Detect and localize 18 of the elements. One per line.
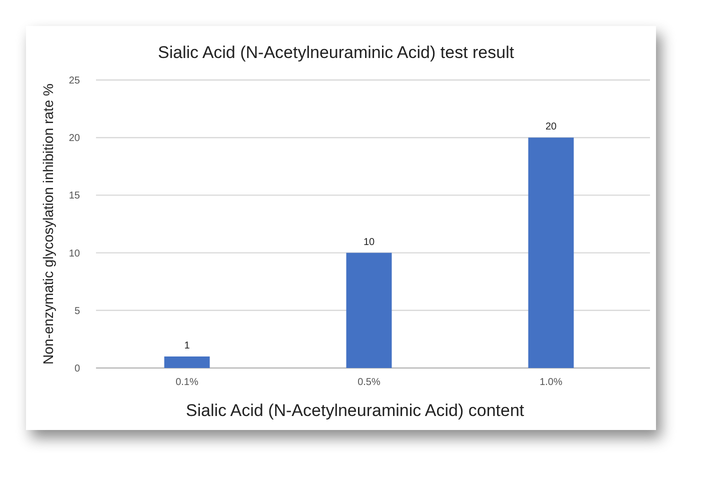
y-tick-label: 5 [74,306,80,317]
x-tick-label: 0.5% [358,377,381,388]
bar [164,356,210,368]
y-tick-label: 0 [74,364,80,374]
data-label: 10 [363,236,375,248]
x-tick-label: 0.1% [176,377,199,388]
x-axis-title: Sialic Acid (N-Acetylneuraminic Acid) content [186,401,524,420]
y-tick-label: 15 [68,190,80,202]
y-tick-label: 10 [68,248,80,260]
bar [346,252,392,368]
bar [528,138,574,368]
data-label: 20 [545,122,557,133]
y-tick-label: 20 [68,133,80,144]
data-label: 1 [184,340,190,352]
y-axis-title: Non-enzymatic glycosylation inhibition rate % [40,84,56,364]
y-tick-label: 25 [68,76,80,86]
x-tick-label: 1.0% [540,377,563,388]
chart-title: Sialic Acid (N-Acetylneuraminic Acid) test result [158,43,514,62]
